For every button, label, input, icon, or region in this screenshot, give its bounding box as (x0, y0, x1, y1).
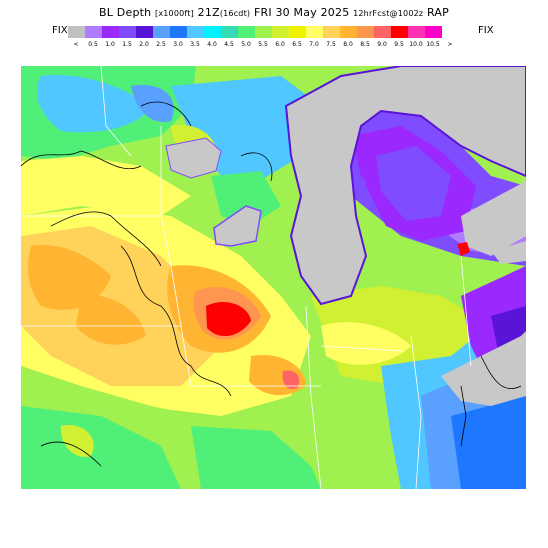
title-local: (16cdt) (219, 9, 251, 18)
color-swatch-3 (119, 26, 136, 38)
tick-label-16: 8.0 (343, 41, 353, 48)
title-date: FRI 30 May 2025 (253, 6, 350, 19)
legend-left-label: FIX (52, 25, 68, 36)
title-time: 21Z (197, 6, 220, 19)
color-swatch-20 (408, 26, 425, 38)
field-yellow-west (21, 156, 191, 216)
tick-label-19: 9.5 (394, 41, 404, 48)
title-main: BL Depth (99, 6, 152, 19)
tick-label-18: 9.0 (377, 41, 387, 48)
field-green-north (211, 171, 281, 226)
tick-label-11: 5.5 (258, 41, 268, 48)
tick-label-7: 3.5 (190, 41, 200, 48)
color-swatch-13 (289, 26, 306, 38)
color-swatch-0 (68, 26, 85, 38)
color-swatch-18 (374, 26, 391, 38)
state-borders (21, 66, 472, 489)
lake-erie-east (491, 241, 526, 264)
tick-label-13: 6.5 (292, 41, 302, 48)
color-swatch-1 (85, 26, 102, 38)
coast-lines (21, 101, 522, 467)
tick-label-8: 4.0 (207, 41, 217, 48)
tick-label-21: 10.5 (426, 41, 440, 48)
color-swatch-15 (323, 26, 340, 38)
bl-depth-map (21, 66, 526, 489)
title-units: [x1000ft] (155, 9, 194, 18)
tick-label-20: 10.0 (409, 41, 423, 48)
tick-label-17: 8.5 (360, 41, 370, 48)
lake-erie (461, 181, 526, 256)
color-swatch-7 (187, 26, 204, 38)
color-swatch-12 (272, 26, 289, 38)
tick-label-10: 5.0 (241, 41, 251, 48)
field-red-max (206, 301, 251, 337)
tick-label-3: 1.5 (122, 41, 132, 48)
tick-label-14: 7.0 (309, 41, 319, 48)
lake-small-west (213, 205, 262, 247)
tick-label-15: 7.5 (326, 41, 336, 48)
color-swatch-4 (136, 26, 153, 38)
field-nw-blue (37, 75, 151, 133)
tick-label-1: 0.5 (88, 41, 98, 48)
field-orange-patch1 (28, 245, 111, 310)
field-green-s2 (191, 426, 321, 489)
field-blue-deep-se (451, 396, 526, 489)
title-model: RAP (427, 6, 449, 19)
color-swatch-2 (102, 26, 119, 38)
tick-label-6: 3.0 (173, 41, 183, 48)
tick-label-5: 2.5 (156, 41, 166, 48)
color-swatch-5 (153, 26, 170, 38)
tick-label-22: > (447, 41, 453, 48)
title-fcst: 12hrFcst@1002z (353, 9, 424, 18)
field-lime-patch (60, 425, 94, 457)
color-swatch-8 (204, 26, 221, 38)
color-swatch-10 (238, 26, 255, 38)
lake-superior-west (165, 137, 222, 179)
color-swatch-21 (425, 26, 442, 38)
field-nw-blue2 (131, 85, 174, 122)
field-red-ne (457, 242, 470, 256)
lake-shore-outline (284, 66, 526, 306)
field-orange-patch2 (76, 295, 146, 345)
color-swatch-6 (170, 26, 187, 38)
lake-michigan-huron (286, 66, 526, 304)
legend-right-label: FIX (478, 25, 494, 36)
color-swatch-11 (255, 26, 272, 38)
tick-label-12: 6.0 (275, 41, 285, 48)
color-swatch-17 (357, 26, 374, 38)
land-michigan-lp-inner (376, 146, 451, 221)
tick-label-0: < (73, 41, 79, 48)
color-swatch-16 (340, 26, 357, 38)
field-yellow-east (321, 322, 411, 365)
tick-label-2: 1.0 (105, 41, 115, 48)
field-red-south (282, 370, 300, 390)
chart-title: BL Depth [x1000ft] 21Z(16cdt) FRI 30 May… (0, 6, 548, 19)
tick-label-9: 4.5 (224, 41, 234, 48)
color-scale-ticks: <0.5 1.0 1.5 2.0 2.5 3.0 3.5 4.0 4.5 5.0 5.5 6.0 6.5… (60, 41, 490, 51)
color-scale-bar (68, 26, 442, 38)
color-swatch-19 (391, 26, 408, 38)
tick-label-4: 2.0 (139, 41, 149, 48)
color-swatch-9 (221, 26, 238, 38)
color-swatch-14 (306, 26, 323, 38)
